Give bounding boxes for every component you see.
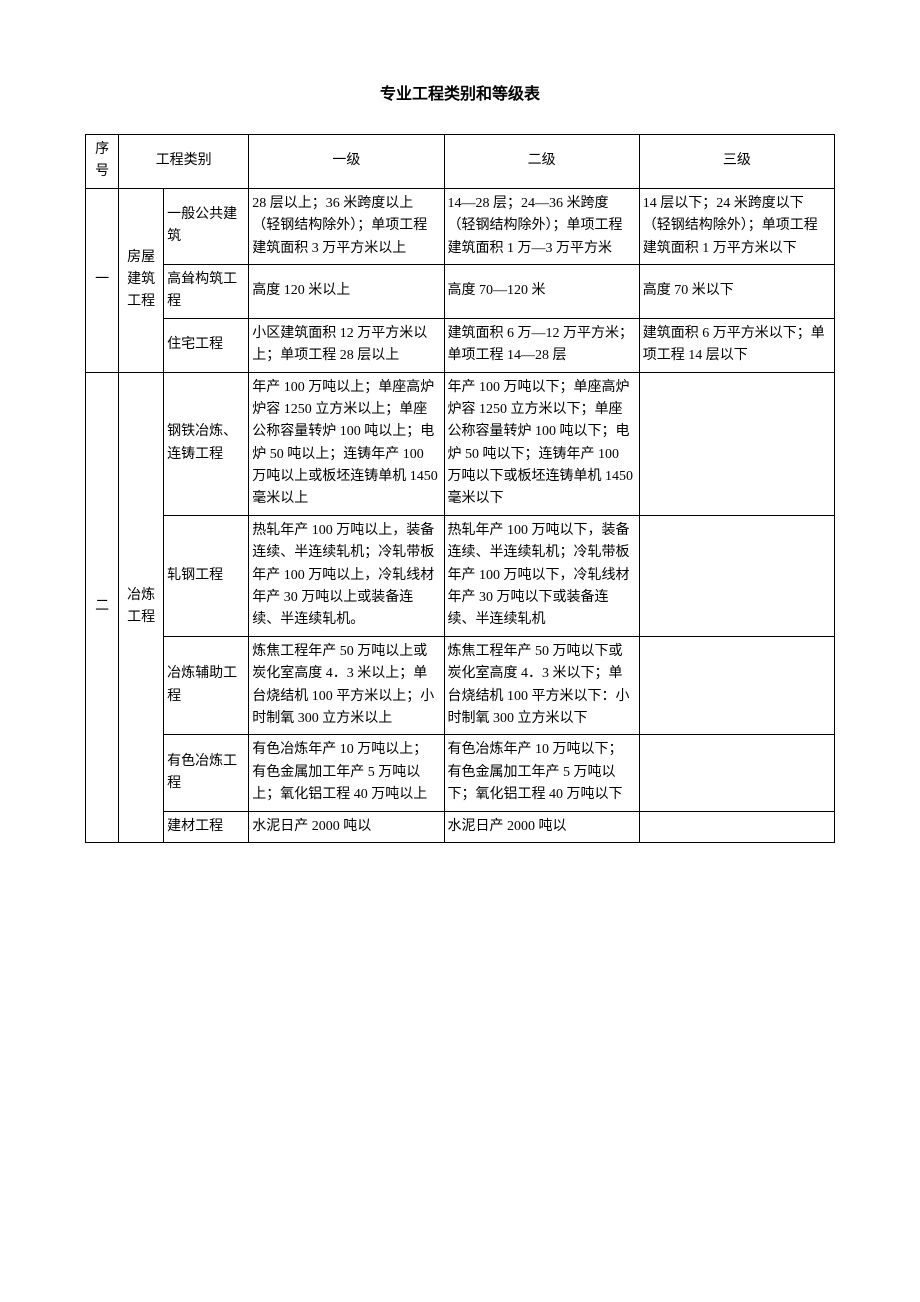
- level2-cell: 年产 100 万吨以下；单座高炉炉容 1250 立方米以下；单座公称容量转炉 1…: [444, 372, 639, 515]
- level1-cell: 年产 100 万吨以上；单座高炉炉容 1250 立方米以上；单座公称容量转炉 1…: [249, 372, 444, 515]
- level3-cell: [639, 811, 834, 842]
- table-row: 建材工程 水泥日产 2000 吨以 水泥日产 2000 吨以: [86, 811, 835, 842]
- cat2-cell: 有色冶炼工程: [164, 735, 249, 811]
- level2-cell: 热轧年产 100 万吨以下，装备连续、半连续轧机；冷轧带板年产 100 万吨以下…: [444, 515, 639, 636]
- level2-cell: 高度 70—120 米: [444, 264, 639, 318]
- page-title: 专业工程类别和等级表: [85, 80, 835, 104]
- table-row: 住宅工程 小区建筑面积 12 万平方米以上；单项工程 28 层以上 建筑面积 6…: [86, 318, 835, 372]
- cat2-cell: 一般公共建筑: [164, 188, 249, 264]
- cat2-cell: 高耸构筑工程: [164, 264, 249, 318]
- table-row: 轧钢工程 热轧年产 100 万吨以上，装备连续、半连续轧机；冷轧带板年产 100…: [86, 515, 835, 636]
- level2-cell: 水泥日产 2000 吨以: [444, 811, 639, 842]
- level3-cell: 建筑面积 6 万平方米以下；单项工程 14 层以下: [639, 318, 834, 372]
- cat2-cell: 钢铁冶炼、连铸工程: [164, 372, 249, 515]
- cat2-cell: 冶炼辅助工程: [164, 636, 249, 735]
- table-row: 有色冶炼工程 有色冶炼年产 10 万吨以上；有色金属加工年产 5 万吨以上；氧化…: [86, 735, 835, 811]
- cat2-cell: 轧钢工程: [164, 515, 249, 636]
- header-level2: 二级: [444, 135, 639, 189]
- level2-cell: 14—28 层；24—36 米跨度（轻钢结构除外）；单项工程建筑面积 1 万—3…: [444, 188, 639, 264]
- header-level3: 三级: [639, 135, 834, 189]
- seq-cell: 二: [86, 372, 119, 842]
- engineering-grades-table: 序号 工程类别 一级 二级 三级 一 房屋建筑工程 一般公共建筑 28 层以上；…: [85, 134, 835, 843]
- level1-cell: 28 层以上；36 米跨度以上（轻钢结构除外）；单项工程建筑面积 3 万平方米以…: [249, 188, 444, 264]
- table-row: 冶炼辅助工程 炼焦工程年产 50 万吨以上或炭化室高度 4．3 米以上；单台烧结…: [86, 636, 835, 735]
- table-row: 一 房屋建筑工程 一般公共建筑 28 层以上；36 米跨度以上（轻钢结构除外）；…: [86, 188, 835, 264]
- level2-cell: 炼焦工程年产 50 万吨以下或炭化室高度 4．3 米以下；单台烧结机 100 平…: [444, 636, 639, 735]
- level2-cell: 建筑面积 6 万—12 万平方米；单项工程 14—28 层: [444, 318, 639, 372]
- level3-cell: [639, 735, 834, 811]
- level1-cell: 炼焦工程年产 50 万吨以上或炭化室高度 4．3 米以上；单台烧结机 100 平…: [249, 636, 444, 735]
- table-header-row: 序号 工程类别 一级 二级 三级: [86, 135, 835, 189]
- level1-cell: 热轧年产 100 万吨以上，装备连续、半连续轧机；冷轧带板年产 100 万吨以上…: [249, 515, 444, 636]
- cat1-cell: 冶炼工程: [119, 372, 164, 842]
- level3-cell: 14 层以下；24 米跨度以下（轻钢结构除外）；单项工程建筑面积 1 万平方米以…: [639, 188, 834, 264]
- level1-cell: 水泥日产 2000 吨以: [249, 811, 444, 842]
- cat2-cell: 建材工程: [164, 811, 249, 842]
- level2-cell: 有色冶炼年产 10 万吨以下；有色金属加工年产 5 万吨以下；氧化铝工程 40 …: [444, 735, 639, 811]
- level1-cell: 小区建筑面积 12 万平方米以上；单项工程 28 层以上: [249, 318, 444, 372]
- cat1-cell: 房屋建筑工程: [119, 188, 164, 372]
- level3-cell: [639, 636, 834, 735]
- level3-cell: [639, 372, 834, 515]
- header-category: 工程类别: [119, 135, 249, 189]
- seq-cell: 一: [86, 188, 119, 372]
- table-row: 高耸构筑工程 高度 120 米以上 高度 70—120 米 高度 70 米以下: [86, 264, 835, 318]
- table-row: 二 冶炼工程 钢铁冶炼、连铸工程 年产 100 万吨以上；单座高炉炉容 1250…: [86, 372, 835, 515]
- header-seq: 序号: [86, 135, 119, 189]
- level1-cell: 有色冶炼年产 10 万吨以上；有色金属加工年产 5 万吨以上；氧化铝工程 40 …: [249, 735, 444, 811]
- header-level1: 一级: [249, 135, 444, 189]
- level1-cell: 高度 120 米以上: [249, 264, 444, 318]
- level3-cell: [639, 515, 834, 636]
- level3-cell: 高度 70 米以下: [639, 264, 834, 318]
- cat2-cell: 住宅工程: [164, 318, 249, 372]
